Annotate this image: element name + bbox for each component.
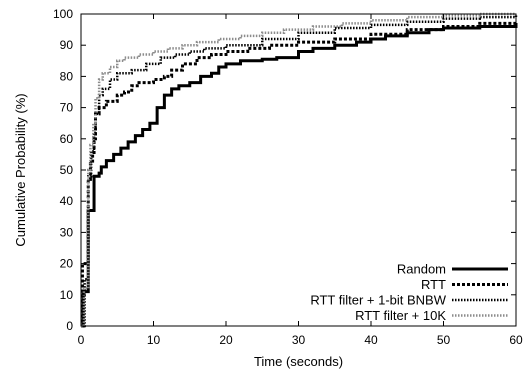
y-tick-label: 60 — [60, 132, 74, 146]
x-tick-label: 60 — [509, 333, 523, 347]
legend-label-3: RTT filter + 10K — [355, 308, 446, 323]
y-tick-label: 40 — [60, 194, 74, 208]
series-line-1 — [80, 21, 518, 328]
x-tick-label: 10 — [147, 333, 161, 347]
series-group — [80, 12, 518, 328]
y-tick-label: 50 — [60, 163, 74, 177]
series-line-2 — [81, 15, 518, 328]
x-tick-label: 20 — [219, 333, 233, 347]
x-tick-label: 40 — [364, 333, 378, 347]
ticks-group: 0 10 20 30 40 50 60 70 80 90 100 0 10 20 30 40 50 60 — [53, 7, 523, 347]
x-axis-label: Time (seconds) — [254, 354, 343, 369]
series-line-3 — [81, 12, 516, 328]
y-axis-label: Cumulative Probability (%) — [13, 93, 28, 246]
legend-label-2: RTT filter + 1-bit BNBW — [310, 293, 446, 308]
y-tick-label: 30 — [60, 225, 74, 239]
x-tick-label: 0 — [78, 333, 85, 347]
y-tick-label: 20 — [60, 257, 74, 271]
plot-frame — [80, 13, 517, 327]
y-tick-label: 80 — [60, 69, 74, 83]
legend-label-1: RTT — [421, 277, 446, 292]
y-tick-label: 70 — [60, 101, 74, 115]
x-tick-label: 30 — [292, 333, 306, 347]
legend-label-0: Random — [397, 262, 446, 277]
y-tick-label: 100 — [53, 7, 73, 21]
y-tick-label: 0 — [66, 319, 73, 333]
x-tick-label: 50 — [437, 333, 451, 347]
y-tick-label: 90 — [60, 38, 74, 52]
y-tick-label: 10 — [60, 288, 74, 302]
